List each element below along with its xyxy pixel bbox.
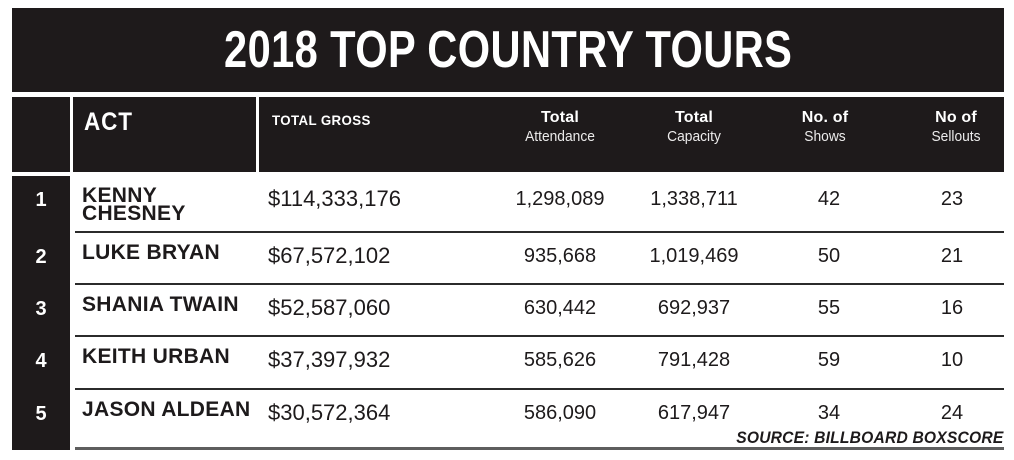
shows-value: 50 [817, 245, 841, 267]
column-header-capacity: Total Capacity [667, 109, 721, 145]
header-act-cell: ACT [73, 97, 256, 172]
total-gross-value: $37,397,932 [268, 347, 391, 372]
column-header-shows: No. of Shows [801, 109, 849, 145]
total-gross-value: $114,333,176 [268, 186, 401, 211]
attendance-value: 630,442 [523, 297, 597, 319]
sellouts-value: 16 [940, 297, 964, 319]
attendance-value: 585,626 [523, 349, 597, 371]
table-body: KENNY CHESNEY $114,333,176 1,298,089 1,3… [75, 176, 1004, 450]
header-rank-cell [12, 97, 70, 172]
total-gross-value: $67,572,102 [268, 243, 391, 268]
attendance-value: 935,668 [523, 245, 597, 267]
act-name: SHANIA TWAIN [82, 293, 239, 316]
shows-value: 34 [817, 402, 841, 424]
header-main-block: TOTAL GROSS Total Attendance Total Capac… [259, 97, 1004, 172]
column-header-sellouts: No of Sellouts [931, 109, 981, 145]
source-credit: SOURCE: BILLBOARD BOXSCORE [735, 428, 1003, 447]
column-header-total-gross: TOTAL GROSS [272, 112, 371, 128]
total-gross-value: $30,572,364 [268, 400, 391, 425]
capacity-value: 1,019,469 [649, 245, 739, 267]
column-header-act: ACT [84, 108, 133, 136]
sellouts-value: 24 [940, 402, 964, 424]
table-row: KEITH URBAN $37,397,932 585,626 791,428 … [75, 337, 1004, 390]
rank-number: 1 [35, 189, 47, 211]
act-name: JASON ALDEAN [82, 398, 251, 421]
sellouts-value: 10 [940, 349, 964, 371]
rank-column: 1 2 3 4 5 [12, 176, 70, 450]
act-name: KENNY CHESNEY [82, 184, 186, 225]
shows-value: 42 [817, 188, 841, 210]
attendance-value: 1,298,089 [515, 188, 605, 210]
attendance-value: 586,090 [523, 402, 597, 424]
title-bar: 2018 TOP COUNTRY TOURS [12, 8, 1004, 92]
rank-number: 3 [35, 298, 47, 320]
act-name: LUKE BRYAN [82, 241, 220, 264]
table-row: LUKE BRYAN $67,572,102 935,668 1,019,469… [75, 233, 1004, 285]
capacity-value: 791,428 [657, 349, 731, 371]
rank-number: 2 [35, 246, 47, 268]
rank-number: 4 [35, 350, 47, 372]
table-row: SHANIA TWAIN $52,587,060 630,442 692,937… [75, 285, 1004, 337]
sellouts-value: 21 [940, 245, 964, 267]
table-row: KENNY CHESNEY $114,333,176 1,298,089 1,3… [75, 176, 1004, 233]
shows-value: 55 [817, 297, 841, 319]
rank-number: 5 [35, 403, 47, 425]
page-title: 2018 TOP COUNTRY TOURS [223, 21, 793, 79]
column-header-attendance: Total Attendance [525, 109, 595, 145]
act-name: KEITH URBAN [82, 345, 230, 368]
table-row: JASON ALDEAN $30,572,364 586,090 617,947… [75, 390, 1004, 450]
capacity-value: 1,338,711 [650, 188, 738, 210]
total-gross-value: $52,587,060 [268, 295, 391, 320]
shows-value: 59 [817, 349, 841, 371]
sellouts-value: 23 [940, 188, 964, 210]
capacity-value: 617,947 [657, 402, 731, 424]
capacity-value: 692,937 [657, 297, 731, 319]
